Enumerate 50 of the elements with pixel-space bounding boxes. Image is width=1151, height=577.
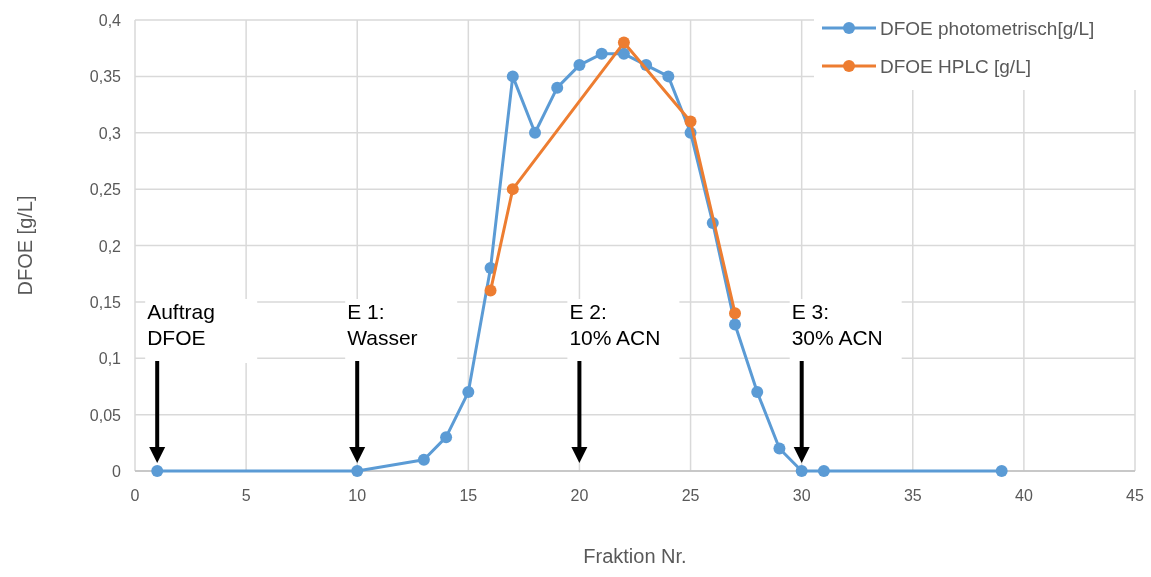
x-tick-label: 30 bbox=[792, 487, 811, 504]
point bbox=[417, 453, 430, 466]
x-tick-label: 25 bbox=[681, 487, 700, 504]
point bbox=[551, 81, 564, 94]
point bbox=[351, 465, 364, 477]
point bbox=[529, 126, 541, 139]
legend-label: DFOE photometrisch[g/L] bbox=[880, 18, 1095, 39]
point bbox=[617, 47, 630, 60]
y-tick-label: 0,15 bbox=[89, 293, 122, 311]
point bbox=[617, 36, 630, 49]
point bbox=[817, 465, 830, 477]
point bbox=[729, 318, 741, 331]
point bbox=[462, 386, 475, 399]
point bbox=[773, 442, 786, 455]
x-tick-label: 0 bbox=[130, 487, 140, 504]
x-tick-label: 40 bbox=[1014, 487, 1033, 504]
x-tick-label: 20 bbox=[570, 487, 589, 504]
annotation: E 3: 30% ACN bbox=[791, 300, 883, 349]
point bbox=[795, 465, 808, 477]
y-tick-label: 0,2 bbox=[98, 237, 122, 255]
x-axis-title: Fraktion Nr. bbox=[583, 545, 687, 567]
point bbox=[995, 465, 1008, 477]
point bbox=[751, 386, 764, 399]
y-tick-label: 0 bbox=[112, 463, 122, 480]
legend-label: DFOE HPLC [g/L] bbox=[880, 56, 1031, 77]
point bbox=[729, 307, 741, 320]
point bbox=[595, 47, 608, 60]
point bbox=[484, 284, 497, 297]
x-tick-label: 15 bbox=[459, 487, 478, 504]
point bbox=[506, 183, 519, 196]
y-tick-label: 0,1 bbox=[98, 350, 122, 368]
point bbox=[573, 59, 586, 72]
annotation: Auftrag DFOE bbox=[147, 300, 215, 349]
point bbox=[506, 70, 519, 83]
x-tick-label: 10 bbox=[348, 487, 367, 504]
x-tick-label: 45 bbox=[1126, 487, 1144, 504]
x-tick-label: 5 bbox=[241, 487, 251, 504]
y-axis-title: DFOE [g/L] bbox=[14, 195, 36, 296]
point bbox=[684, 115, 697, 128]
y-tick-label: 0,4 bbox=[98, 12, 122, 29]
y-tick-label: 0,35 bbox=[89, 68, 122, 86]
point bbox=[662, 70, 675, 83]
point bbox=[151, 465, 164, 477]
annotation: E 2: 10% ACN bbox=[569, 300, 661, 349]
point bbox=[440, 431, 453, 444]
y-tick-label: 0,05 bbox=[89, 406, 122, 424]
annotation: E 1: Wasser bbox=[347, 300, 418, 349]
x-tick-label: 35 bbox=[903, 487, 922, 504]
y-tick-label: 0,25 bbox=[89, 181, 122, 199]
y-tick-label: 0,3 bbox=[98, 124, 122, 142]
